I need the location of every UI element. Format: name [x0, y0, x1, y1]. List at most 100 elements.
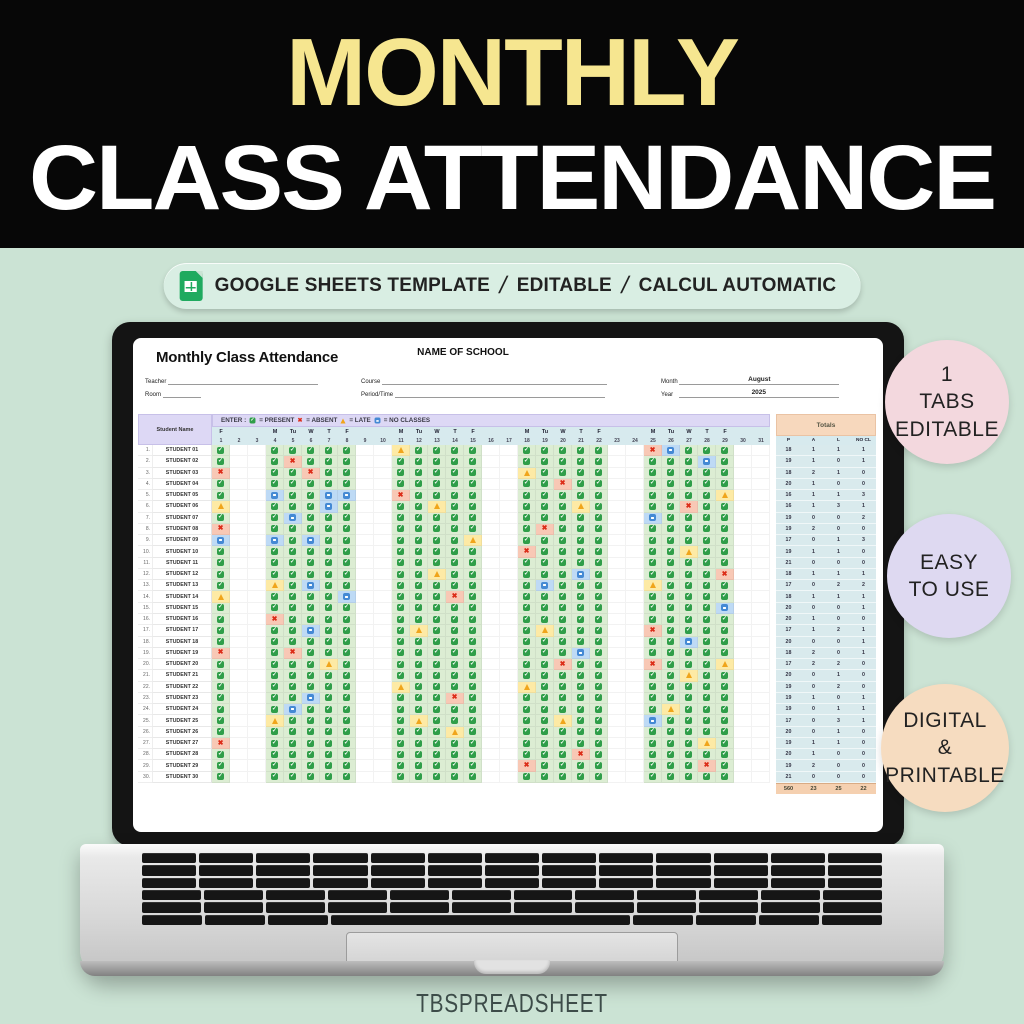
attendance-cell[interactable] — [680, 771, 698, 783]
attendance-cell[interactable] — [680, 613, 698, 626]
attendance-cell[interactable] — [302, 478, 320, 491]
attendance-cell[interactable] — [536, 760, 554, 772]
attendance-cell[interactable] — [266, 681, 284, 693]
attendance-cell[interactable] — [320, 467, 338, 479]
attendance-cell[interactable] — [716, 501, 734, 513]
attendance-cell[interactable] — [572, 591, 590, 603]
attendance-cell[interactable] — [410, 568, 428, 581]
attendance-cell[interactable] — [554, 771, 572, 783]
attendance-cell[interactable] — [284, 771, 302, 783]
attendance-cell[interactable] — [284, 692, 302, 705]
attendance-cell[interactable] — [536, 715, 554, 727]
attendance-cell[interactable] — [284, 535, 302, 547]
attendance-cell[interactable] — [446, 445, 464, 457]
attendance-cell[interactable] — [392, 467, 410, 479]
attendance-cell[interactable] — [320, 445, 338, 457]
attendance-cell[interactable] — [518, 715, 536, 727]
attendance-cell[interactable] — [572, 445, 590, 457]
attendance-cell[interactable] — [716, 445, 734, 457]
attendance-cell[interactable] — [266, 647, 284, 660]
attendance-cell[interactable] — [266, 467, 284, 479]
attendance-cell[interactable] — [446, 478, 464, 491]
attendance-cell[interactable] — [680, 681, 698, 693]
attendance-cell[interactable] — [716, 749, 734, 761]
attendance-cell[interactable] — [554, 692, 572, 705]
attendance-cell[interactable] — [338, 737, 356, 750]
attendance-cell[interactable] — [644, 490, 662, 502]
attendance-cell[interactable] — [590, 445, 608, 457]
attendance-cell[interactable] — [302, 546, 320, 558]
attendance-cell[interactable] — [212, 445, 230, 457]
attendance-cell[interactable] — [698, 636, 716, 648]
attendance-cell[interactable] — [266, 670, 284, 682]
attendance-cell[interactable] — [464, 692, 482, 705]
attendance-cell[interactable] — [428, 704, 446, 716]
attendance-cell[interactable] — [464, 467, 482, 479]
attendance-cell[interactable] — [590, 749, 608, 761]
attendance-cell[interactable] — [554, 591, 572, 603]
attendance-cell[interactable] — [644, 749, 662, 761]
attendance-cell[interactable] — [518, 490, 536, 502]
attendance-cell[interactable] — [392, 659, 410, 671]
attendance-cell[interactable] — [266, 535, 284, 547]
attendance-cell[interactable] — [266, 659, 284, 671]
attendance-cell[interactable] — [410, 445, 428, 457]
attendance-cell[interactable] — [536, 535, 554, 547]
attendance-cell[interactable] — [662, 636, 680, 648]
attendance-cell[interactable] — [716, 523, 734, 536]
attendance-cell[interactable] — [536, 749, 554, 761]
attendance-cell[interactable] — [446, 749, 464, 761]
attendance-cell[interactable] — [410, 749, 428, 761]
attendance-cell[interactable] — [284, 445, 302, 457]
attendance-cell[interactable] — [680, 737, 698, 750]
attendance-cell[interactable] — [320, 478, 338, 491]
attendance-cell[interactable] — [554, 501, 572, 513]
teacher-field[interactable] — [168, 376, 319, 385]
attendance-cell[interactable] — [518, 568, 536, 581]
attendance-cell[interactable] — [392, 602, 410, 614]
attendance-cell[interactable] — [536, 659, 554, 671]
attendance-cell[interactable] — [410, 580, 428, 592]
attendance-cell[interactable] — [410, 670, 428, 682]
attendance-cell[interactable] — [446, 659, 464, 671]
attendance-cell[interactable] — [590, 715, 608, 727]
attendance-cell[interactable] — [464, 749, 482, 761]
attendance-cell[interactable] — [590, 659, 608, 671]
attendance-cell[interactable] — [266, 580, 284, 592]
attendance-cell[interactable] — [302, 490, 320, 502]
attendance-cell[interactable] — [554, 512, 572, 524]
attendance-cell[interactable] — [698, 445, 716, 457]
attendance-cell[interactable] — [518, 467, 536, 479]
attendance-cell[interactable] — [464, 647, 482, 660]
attendance-cell[interactable] — [284, 681, 302, 693]
attendance-cell[interactable] — [410, 726, 428, 738]
attendance-cell[interactable] — [644, 647, 662, 660]
attendance-cell[interactable] — [644, 467, 662, 479]
attendance-cell[interactable] — [428, 557, 446, 569]
attendance-cell[interactable]: ✖ — [212, 467, 230, 479]
attendance-cell[interactable] — [428, 456, 446, 468]
attendance-cell[interactable]: ✖ — [212, 523, 230, 536]
attendance-cell[interactable] — [392, 478, 410, 491]
attendance-cell[interactable] — [536, 445, 554, 457]
attendance-cell[interactable] — [338, 591, 356, 603]
attendance-cell[interactable] — [446, 625, 464, 637]
attendance-cell[interactable] — [698, 681, 716, 693]
attendance-cell[interactable] — [644, 546, 662, 558]
attendance-cell[interactable] — [284, 726, 302, 738]
attendance-cell[interactable] — [392, 670, 410, 682]
attendance-cell[interactable] — [320, 625, 338, 637]
attendance-cell[interactable] — [590, 467, 608, 479]
attendance-cell[interactable] — [338, 670, 356, 682]
attendance-cell[interactable] — [410, 625, 428, 637]
attendance-cell[interactable] — [212, 535, 230, 547]
attendance-cell[interactable] — [518, 726, 536, 738]
attendance-cell[interactable] — [320, 602, 338, 614]
attendance-cell[interactable] — [284, 704, 302, 716]
attendance-cell[interactable] — [644, 478, 662, 491]
attendance-cell[interactable] — [518, 681, 536, 693]
attendance-cell[interactable] — [392, 501, 410, 513]
attendance-cell[interactable] — [536, 512, 554, 524]
attendance-cell[interactable]: ✖ — [446, 591, 464, 603]
attendance-cell[interactable] — [536, 602, 554, 614]
